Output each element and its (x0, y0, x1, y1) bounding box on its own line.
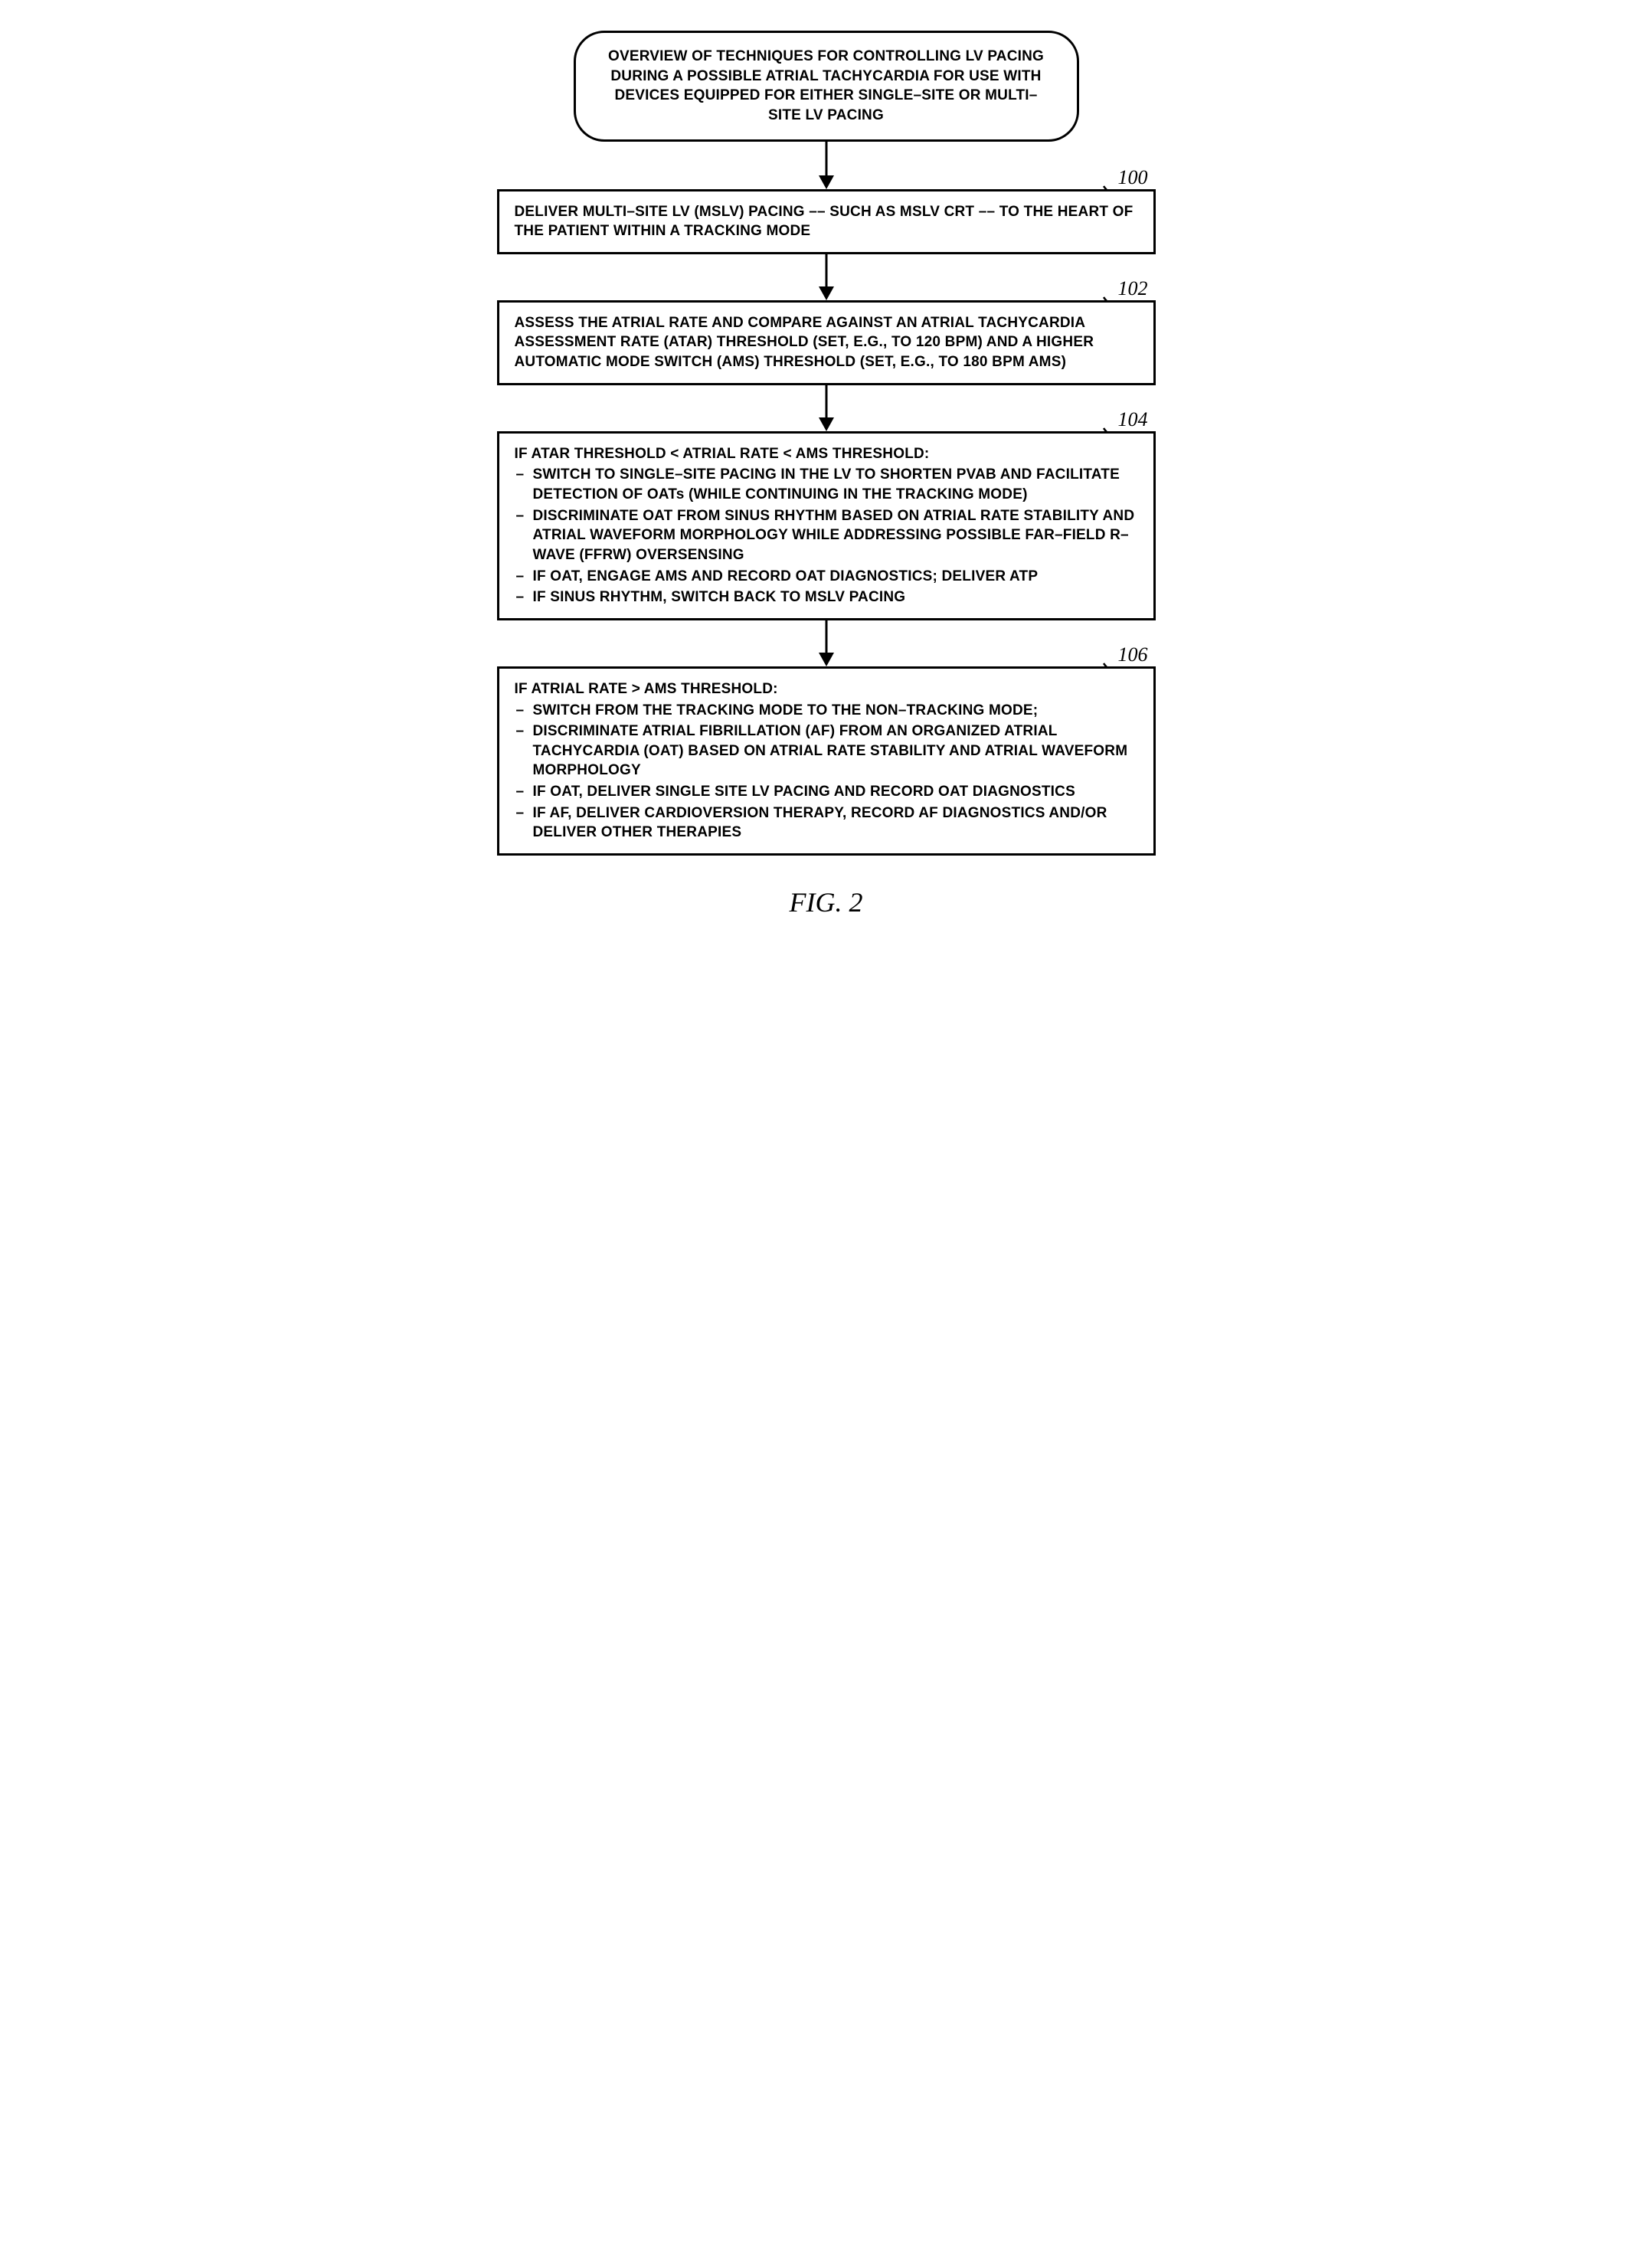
step-100-text: DELIVER MULTI–SITE LV (MSLV) PACING –– S… (515, 204, 1134, 240)
title-box: OVERVIEW OF TECHNIQUES FOR CONTROLLING L… (574, 31, 1079, 142)
step-104-box: IF ATAR THRESHOLD < ATRIAL RATE < AMS TH… (497, 431, 1156, 620)
step-102-box: ASSESS THE ATRIAL RATE AND COMPARE AGAIN… (497, 300, 1156, 385)
step-106-bullet: DISCRIMINATE ATRIAL FIBRILLATION (AF) FR… (515, 722, 1138, 781)
arrow-down-icon (815, 620, 838, 666)
arrow-down-icon (815, 142, 838, 189)
step-100-wrap: 100 DELIVER MULTI–SITE LV (MSLV) PACING … (497, 189, 1156, 254)
step-104-wrap: 104 IF ATAR THRESHOLD < ATRIAL RATE < AM… (497, 431, 1156, 620)
step-106-bullets: SWITCH FROM THE TRACKING MODE TO THE NON… (515, 701, 1138, 843)
step-106-bullet: IF AF, DELIVER CARDIOVERSION THERAPY, RE… (515, 803, 1138, 843)
step-104-bullet: IF SINUS RHYTHM, SWITCH BACK TO MSLV PAC… (515, 587, 1138, 607)
ref-label-100: 100 (1118, 166, 1148, 189)
step-106-wrap: 106 IF ATRIAL RATE > AMS THRESHOLD: SWIT… (497, 666, 1156, 856)
arrow-3 (815, 385, 838, 431)
step-106-lead: IF ATRIAL RATE > AMS THRESHOLD: (515, 679, 1138, 699)
arrow-1 (815, 142, 838, 189)
step-104-lead: IF ATAR THRESHOLD < ATRIAL RATE < AMS TH… (515, 444, 1138, 464)
arrow-down-icon (815, 385, 838, 431)
step-102-text: ASSESS THE ATRIAL RATE AND COMPARE AGAIN… (515, 315, 1094, 370)
arrow-2 (815, 254, 838, 300)
ref-label-106: 106 (1118, 643, 1148, 666)
flowchart-container: OVERVIEW OF TECHNIQUES FOR CONTROLLING L… (497, 31, 1156, 918)
step-104-bullet: SWITCH TO SINGLE–SITE PACING IN THE LV T… (515, 465, 1138, 504)
ref-label-104: 104 (1118, 408, 1148, 431)
step-106-bullet: IF OAT, DELIVER SINGLE SITE LV PACING AN… (515, 782, 1138, 802)
step-106-bullet: SWITCH FROM THE TRACKING MODE TO THE NON… (515, 701, 1138, 721)
step-100-box: DELIVER MULTI–SITE LV (MSLV) PACING –– S… (497, 189, 1156, 254)
step-104-bullet: DISCRIMINATE OAT FROM SINUS RHYTHM BASED… (515, 506, 1138, 565)
arrow-4 (815, 620, 838, 666)
step-104-bullets: SWITCH TO SINGLE–SITE PACING IN THE LV T… (515, 465, 1138, 607)
figure-caption: FIG. 2 (790, 886, 863, 918)
step-104-bullet: IF OAT, ENGAGE AMS AND RECORD OAT DIAGNO… (515, 567, 1138, 587)
step-102-wrap: 102 ASSESS THE ATRIAL RATE AND COMPARE A… (497, 300, 1156, 385)
step-106-box: IF ATRIAL RATE > AMS THRESHOLD: SWITCH F… (497, 666, 1156, 856)
title-text: OVERVIEW OF TECHNIQUES FOR CONTROLLING L… (608, 48, 1044, 123)
ref-label-102: 102 (1118, 277, 1148, 300)
arrow-down-icon (815, 254, 838, 300)
